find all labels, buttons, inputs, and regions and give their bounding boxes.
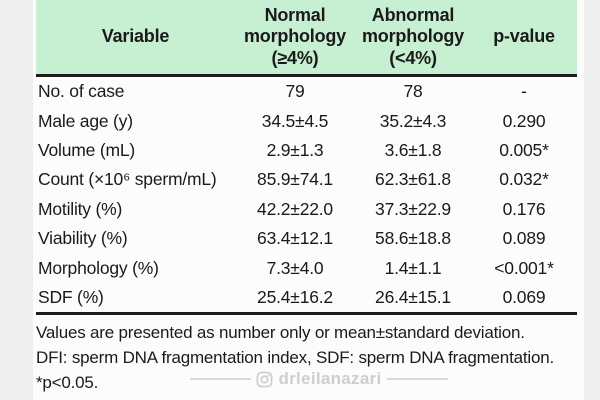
table-row: Motility (%) 42.2±22.0 37.3±22.9 0.176 bbox=[36, 195, 577, 224]
table-footnotes: Values are presented as number only or m… bbox=[36, 315, 577, 395]
cell-normal: 2.9±1.3 bbox=[266, 139, 324, 160]
row-label: Male age (y) bbox=[38, 110, 133, 131]
table-row: Morphology (%) 7.3±4.0 1.4±1.1 <0.001* bbox=[36, 253, 577, 282]
table-row: Volume (mL) 2.9±1.3 3.6±1.8 0.005* bbox=[36, 136, 577, 165]
cell-abnormal: 26.4±15.1 bbox=[375, 286, 451, 307]
footnote-abbreviations: DFI: sperm DNA fragmentation index, SDF:… bbox=[36, 348, 554, 368]
cell-abnormal: 35.2±4.3 bbox=[379, 110, 447, 131]
cell-pvalue: - bbox=[521, 81, 527, 102]
cell-pvalue: 0.032* bbox=[499, 169, 549, 190]
table-row: Male age (y) 34.5±4.5 35.2±4.3 0.290 bbox=[36, 106, 577, 135]
cell-abnormal: 58.6±18.8 bbox=[375, 228, 451, 249]
row-label: Viability (%) bbox=[38, 228, 128, 249]
cell-pvalue: 0.089 bbox=[502, 228, 546, 249]
table-header-row: Variable Normal morphology (≥4%) Abnorma… bbox=[36, 0, 577, 77]
table-row: No. of case 79 78 - bbox=[36, 77, 577, 106]
watermark-right-line bbox=[386, 378, 448, 380]
cell-abnormal: 3.6±1.8 bbox=[384, 139, 442, 160]
row-label: Motility (%) bbox=[38, 198, 123, 219]
footnote-values: Values are presented as number only or m… bbox=[36, 323, 525, 343]
row-label: No. of case bbox=[38, 81, 125, 102]
header-normal-morphology: Normal morphology (≥4%) bbox=[244, 4, 346, 68]
cell-abnormal: 1.4±1.1 bbox=[384, 257, 442, 278]
row-label: Morphology (%) bbox=[38, 257, 159, 278]
cell-normal: 85.9±74.1 bbox=[257, 169, 333, 190]
cell-normal: 42.2±22.0 bbox=[257, 198, 333, 219]
table-body: No. of case 79 78 - Male age (y) 34.5±4.… bbox=[36, 77, 577, 316]
results-table: Variable Normal morphology (≥4%) Abnorma… bbox=[36, 0, 577, 395]
cell-abnormal: 37.3±22.9 bbox=[375, 198, 451, 219]
cell-pvalue: <0.001* bbox=[494, 257, 554, 278]
watermark: drleilanazari bbox=[190, 369, 448, 389]
row-label: SDF (%) bbox=[38, 286, 104, 307]
table-row: SDF (%) 25.4±16.2 26.4±15.1 0.069 bbox=[36, 283, 577, 312]
cell-normal: 79 bbox=[285, 81, 305, 102]
cell-pvalue: 0.005* bbox=[499, 139, 549, 160]
cell-pvalue: 0.069 bbox=[502, 286, 546, 307]
footnote-significance: *p<0.05. bbox=[36, 373, 99, 393]
table-row: Count (×10⁶ sperm/mL) 85.9±74.1 62.3±61.… bbox=[36, 165, 577, 194]
cell-abnormal: 78 bbox=[403, 81, 423, 102]
cell-normal: 7.3±4.0 bbox=[266, 257, 324, 278]
header-abnormal-morphology: Abnormal morphology (<4%) bbox=[362, 4, 464, 68]
header-variable: Variable bbox=[101, 26, 170, 47]
row-label: Volume (mL) bbox=[38, 139, 135, 160]
table-row: Viability (%) 63.4±12.1 58.6±18.8 0.089 bbox=[36, 224, 577, 253]
cell-normal: 25.4±16.2 bbox=[257, 286, 333, 307]
header-p-value: p-value bbox=[493, 26, 555, 47]
watermark-handle: drleilanazari bbox=[278, 369, 382, 388]
watermark-left-line bbox=[190, 378, 252, 380]
cell-pvalue: 0.290 bbox=[502, 110, 546, 131]
row-label: Count (×10⁶ sperm/mL) bbox=[38, 169, 217, 190]
cell-abnormal: 62.3±61.8 bbox=[375, 169, 451, 190]
cell-normal: 34.5±4.5 bbox=[261, 110, 329, 131]
cell-normal: 63.4±12.1 bbox=[257, 228, 333, 249]
cell-pvalue: 0.176 bbox=[502, 198, 546, 219]
instagram-icon bbox=[257, 371, 273, 387]
